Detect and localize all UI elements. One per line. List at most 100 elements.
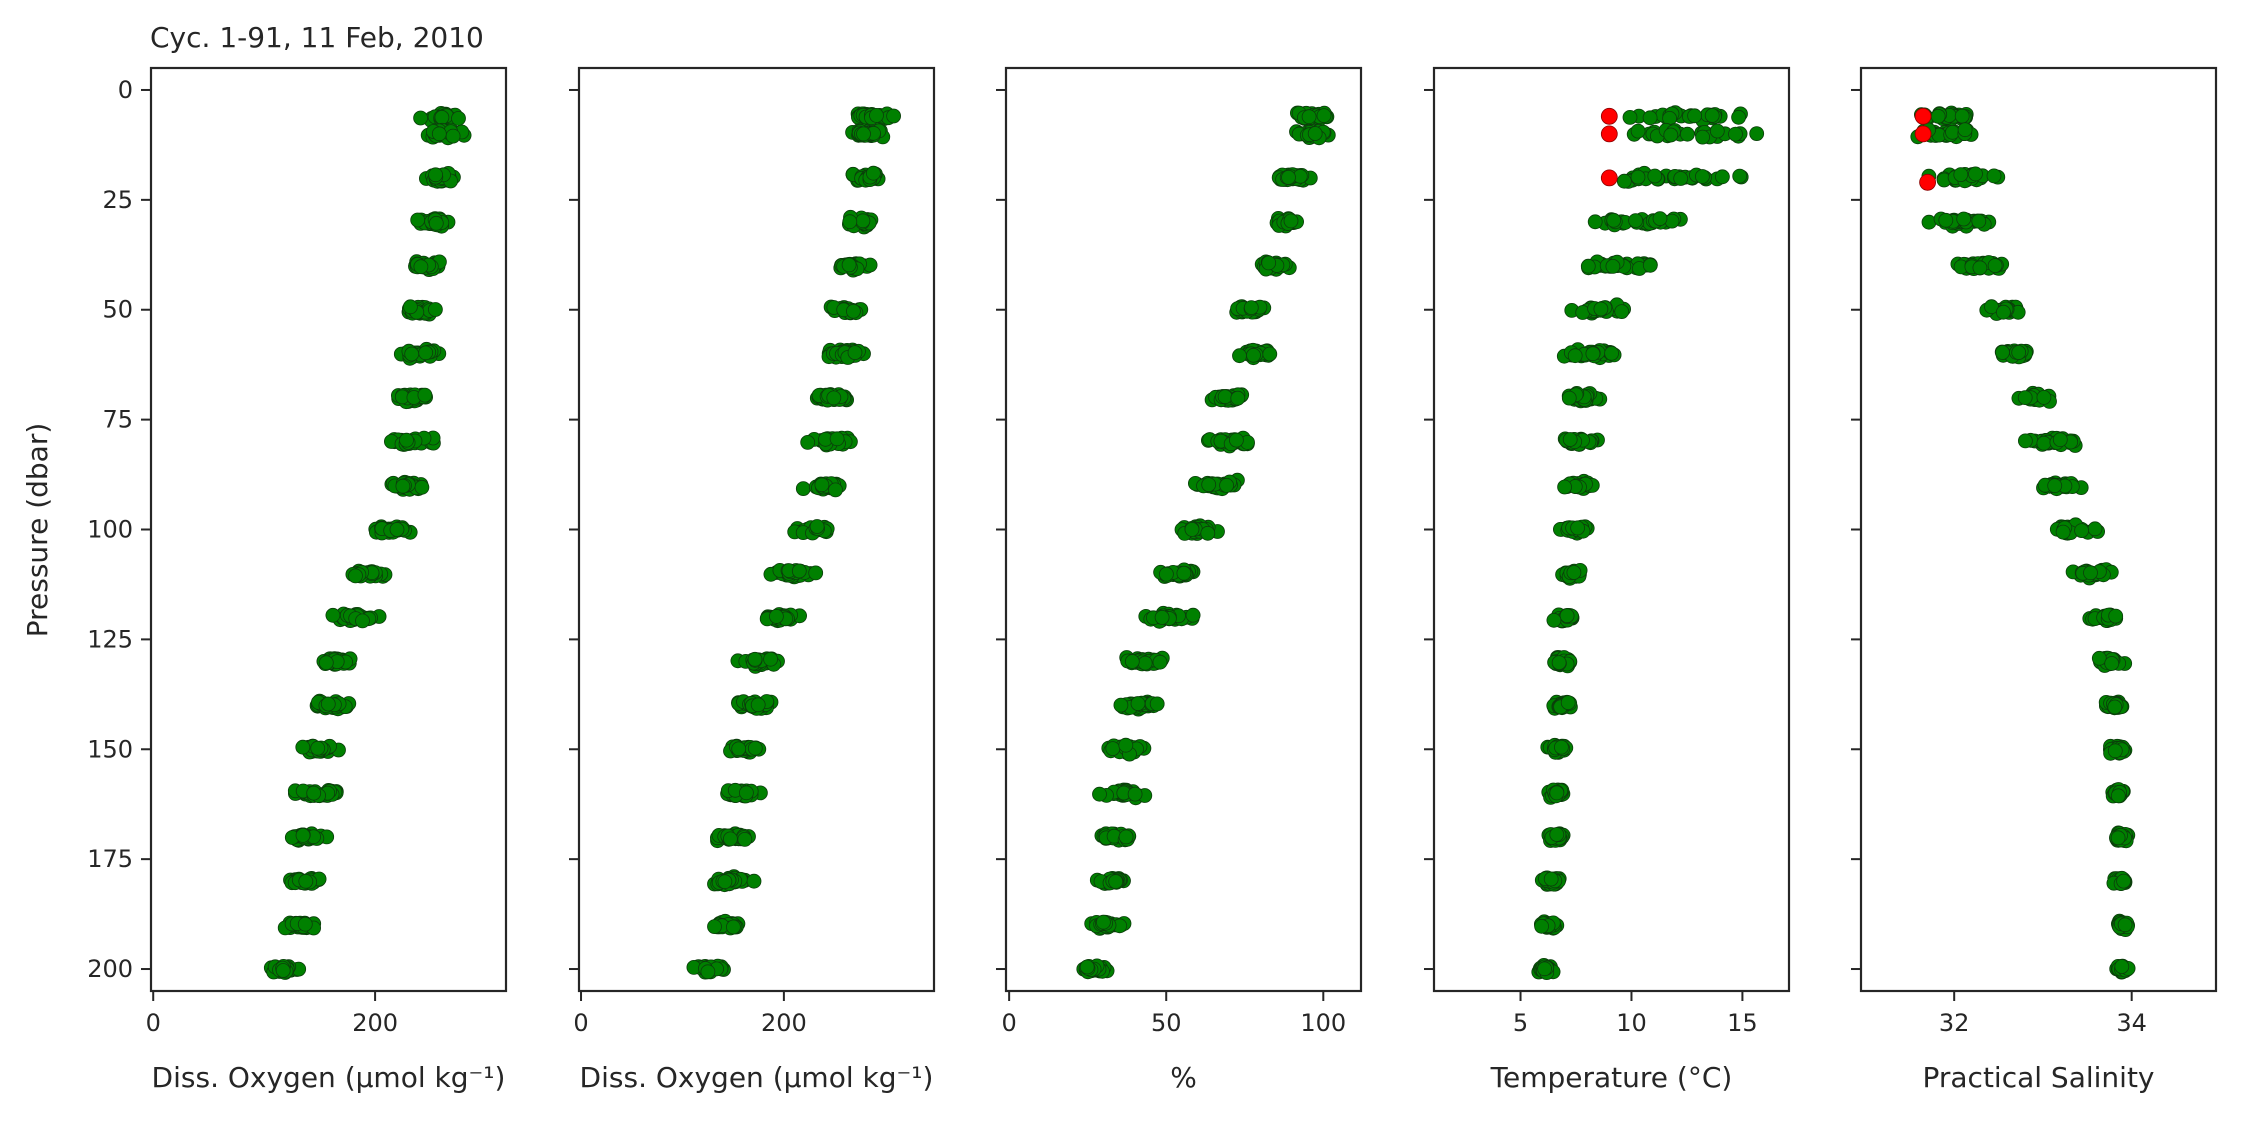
data-point bbox=[1137, 655, 1153, 671]
data-point bbox=[1585, 346, 1601, 362]
data-point bbox=[841, 257, 857, 273]
data-point bbox=[2104, 656, 2120, 671]
axes-frame bbox=[1859, 66, 2218, 993]
data-point bbox=[707, 919, 722, 934]
panel-1: 0 25 50 75 100 125 150 175 200 0 200 Diss. Oxygen (… bbox=[87, 66, 508, 1094]
data-point bbox=[413, 259, 429, 275]
data-point bbox=[747, 740, 763, 756]
data-point bbox=[1968, 166, 1983, 182]
data-point bbox=[2083, 565, 2098, 581]
data-point bbox=[1229, 432, 1244, 448]
data-point bbox=[886, 108, 901, 124]
data-point bbox=[1549, 827, 1565, 842]
x-tick-label: 32 bbox=[1939, 1009, 1970, 1037]
data-point bbox=[1953, 167, 1969, 183]
data-point bbox=[2011, 345, 2027, 360]
data-point bbox=[1566, 565, 1582, 580]
data-point bbox=[1201, 477, 1217, 493]
data-point bbox=[1663, 127, 1679, 143]
data-point bbox=[829, 431, 845, 447]
x-axis-label: Temperature (°C) bbox=[1490, 1061, 1733, 1094]
data-point bbox=[746, 873, 762, 889]
data-point bbox=[769, 609, 784, 624]
data-point bbox=[791, 563, 807, 579]
data-point bbox=[1230, 390, 1246, 406]
data-point bbox=[1559, 608, 1575, 624]
data-point bbox=[404, 346, 420, 362]
data-point bbox=[1316, 108, 1332, 123]
data-point bbox=[731, 741, 747, 757]
y-tick-label: 25 bbox=[102, 186, 133, 214]
data-point bbox=[1630, 169, 1646, 185]
x-axis-label: Diss. Oxygen (µmol kg⁻¹) bbox=[580, 1061, 934, 1094]
scatter-points bbox=[1076, 105, 1336, 980]
data-point bbox=[2036, 389, 2052, 405]
data-point bbox=[739, 785, 754, 801]
flagged-point bbox=[1914, 125, 1932, 143]
data-point bbox=[700, 964, 716, 980]
data-point bbox=[298, 873, 314, 889]
x-tick-label: 200 bbox=[352, 1009, 398, 1037]
data-point bbox=[1587, 214, 1603, 230]
data-point bbox=[1554, 739, 1569, 755]
data-point bbox=[846, 303, 861, 319]
data-point bbox=[399, 432, 414, 448]
data-point bbox=[434, 110, 450, 125]
data-point bbox=[1546, 612, 1562, 628]
data-point bbox=[855, 213, 871, 229]
data-point bbox=[800, 434, 816, 450]
data-point bbox=[1551, 655, 1567, 670]
data-point bbox=[295, 739, 311, 755]
data-point bbox=[1261, 255, 1277, 271]
data-point bbox=[1534, 918, 1549, 934]
x-tick-label: 0 bbox=[573, 1009, 588, 1037]
data-point bbox=[826, 390, 842, 406]
data-point bbox=[1749, 126, 1765, 142]
data-point bbox=[1628, 213, 1643, 229]
data-point bbox=[1560, 695, 1576, 710]
data-point bbox=[1695, 129, 1710, 145]
data-point bbox=[828, 482, 843, 498]
data-point bbox=[1301, 109, 1317, 125]
data-point bbox=[763, 651, 778, 667]
data-point bbox=[427, 302, 443, 317]
data-point bbox=[410, 212, 426, 228]
data-point bbox=[2036, 435, 2052, 451]
data-point bbox=[1118, 737, 1134, 753]
data-point bbox=[2116, 873, 2132, 889]
axes-frame bbox=[1432, 66, 1791, 993]
data-point bbox=[1537, 961, 1552, 977]
data-point bbox=[1079, 959, 1095, 975]
flagged-point bbox=[1919, 173, 1936, 191]
data-point bbox=[1957, 122, 1973, 138]
data-point bbox=[1124, 654, 1140, 669]
data-point bbox=[1986, 168, 2002, 184]
data-point bbox=[1307, 126, 1323, 141]
x-tick-label: 0 bbox=[1002, 1009, 1017, 1037]
data-point bbox=[1108, 874, 1124, 889]
data-point bbox=[445, 128, 461, 144]
data-point bbox=[418, 345, 434, 361]
data-point bbox=[2091, 650, 2107, 666]
data-point bbox=[1673, 171, 1689, 186]
scatter-points bbox=[1531, 105, 1765, 980]
data-point bbox=[1715, 169, 1730, 185]
data-point bbox=[1281, 169, 1296, 185]
data-point bbox=[1987, 258, 2003, 274]
y-axis-label: Pressure (dbar) bbox=[21, 423, 54, 638]
data-point bbox=[750, 697, 766, 713]
data-point bbox=[325, 607, 341, 623]
data-point bbox=[2108, 608, 2124, 624]
data-point bbox=[414, 479, 430, 495]
data-point bbox=[275, 963, 291, 978]
data-point bbox=[1149, 696, 1165, 712]
data-point bbox=[1622, 110, 1638, 125]
scatter-points bbox=[686, 106, 901, 980]
data-point bbox=[318, 655, 334, 671]
data-point bbox=[1930, 108, 1946, 124]
data-point bbox=[428, 167, 444, 183]
data-point bbox=[1127, 786, 1143, 802]
data-point bbox=[2107, 743, 2123, 759]
data-point bbox=[1219, 477, 1234, 493]
